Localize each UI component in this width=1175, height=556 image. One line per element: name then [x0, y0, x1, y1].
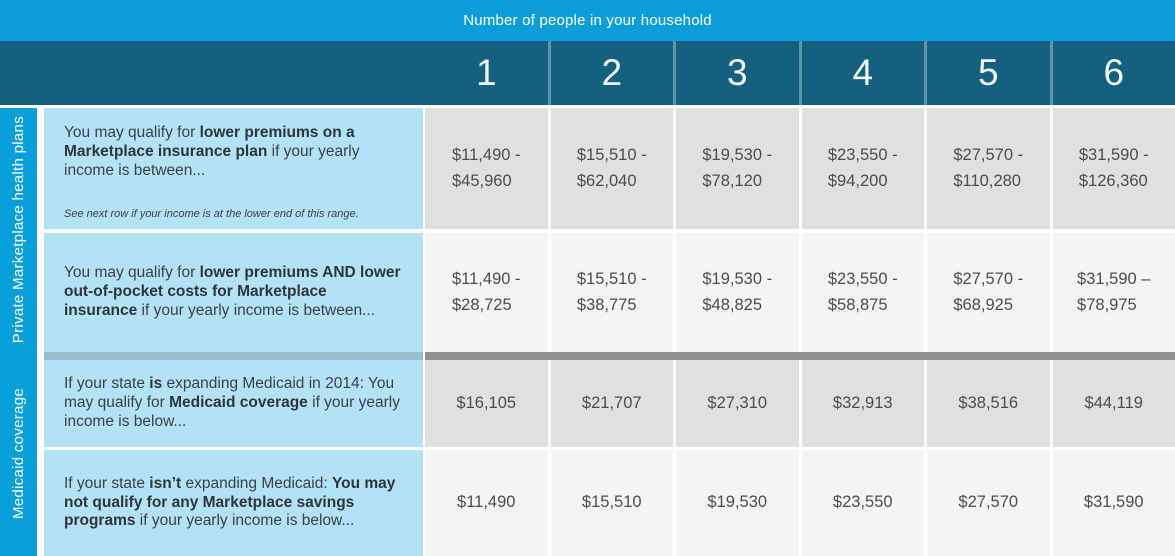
- title-bar: Number of people in your household: [0, 0, 1175, 41]
- household-size-6: 6: [1049, 41, 1175, 105]
- income-cell: $32,913: [798, 360, 924, 447]
- income-cell: $19,530 - $78,120: [673, 108, 799, 229]
- income-cell: $11,490 - $45,960: [425, 108, 548, 229]
- income-cell: $31,590 – $78,975: [1049, 233, 1175, 352]
- income-cell: $15,510 - $62,040: [547, 108, 673, 229]
- income-cell: $38,516: [924, 360, 1050, 447]
- income-cell: $44,119: [1049, 360, 1175, 447]
- section-divider-right: [425, 352, 1175, 360]
- row-description-text: You may qualify for lower premiums on a …: [64, 124, 360, 179]
- income-cell: $11,490: [425, 450, 548, 556]
- row-gap: [44, 447, 1175, 450]
- household-size-4: 4: [798, 41, 925, 105]
- income-cell: $11,490 - $28,725: [425, 233, 548, 352]
- income-cell: $15,510 - $38,775: [547, 233, 673, 352]
- section-divider-left: [44, 352, 423, 360]
- row-footnote: See next row if your income is at the lo…: [64, 207, 359, 220]
- household-size-3: 3: [673, 41, 799, 105]
- section-label-text: Private Marketplace health plans: [10, 116, 27, 344]
- income-cell: $27,570: [924, 450, 1050, 556]
- header-body-gap: [0, 105, 1175, 108]
- header-spacer: [0, 41, 425, 105]
- income-cell: $15,510: [547, 450, 673, 556]
- row-description-text: If your state isn’t expanding Medicaid: …: [64, 474, 396, 530]
- section-label-medicaid: Medicaid coverage: [0, 352, 37, 556]
- household-size-2: 2: [547, 41, 674, 105]
- row-medicaid-expanding: If your state is expanding Medicaid in 2…: [44, 360, 1175, 447]
- income-cell: $21,707: [547, 360, 673, 447]
- row-description: If your state isn’t expanding Medicaid: …: [44, 450, 423, 556]
- income-cell: $27,310: [673, 360, 799, 447]
- row-description: If your state is expanding Medicaid in 2…: [44, 360, 423, 447]
- section-label-text: Medicaid coverage: [10, 388, 27, 520]
- row-description: You may qualify for lower premiums on a …: [44, 108, 423, 229]
- row-lower-premiums: You may qualify for lower premiums on a …: [44, 108, 1175, 229]
- page-title: Number of people in your household: [463, 12, 712, 29]
- income-cell: $23,550 - $94,200: [798, 108, 924, 229]
- income-cell: $27,570 - $110,280: [924, 108, 1050, 229]
- income-cell: $23,550 - $58,875: [798, 233, 924, 352]
- row-description-text: If your state is expanding Medicaid in 2…: [64, 375, 400, 430]
- row-lower-premiums-and-costs: You may qualify for lower premiums AND l…: [44, 233, 1175, 352]
- household-size-header-row: 1 2 3 4 5 6: [0, 41, 1175, 105]
- income-cell: $19,530 - $48,825: [673, 233, 799, 352]
- section-label-private-marketplace: Private Marketplace health plans: [0, 108, 37, 352]
- income-cell: $31,590: [1049, 450, 1175, 556]
- section-divider: [44, 352, 1175, 360]
- income-cell: $31,590 - $126,360: [1049, 108, 1175, 229]
- income-cell: $16,105: [425, 360, 548, 447]
- household-size-5: 5: [924, 41, 1050, 105]
- row-medicaid-not-expanding: If your state isn’t expanding Medicaid: …: [44, 450, 1175, 556]
- household-size-1: 1: [475, 52, 497, 93]
- row-gap: [44, 229, 1175, 233]
- income-cell: $27,570 - $68,925: [924, 233, 1050, 352]
- income-cell: $19,530: [673, 450, 799, 556]
- row-description-text: You may qualify for lower premiums AND l…: [64, 264, 401, 319]
- income-cell: $23,550: [798, 450, 924, 556]
- row-description: You may qualify for lower premiums AND l…: [44, 233, 423, 352]
- table-body: Private Marketplace health plans Medicai…: [0, 108, 1175, 556]
